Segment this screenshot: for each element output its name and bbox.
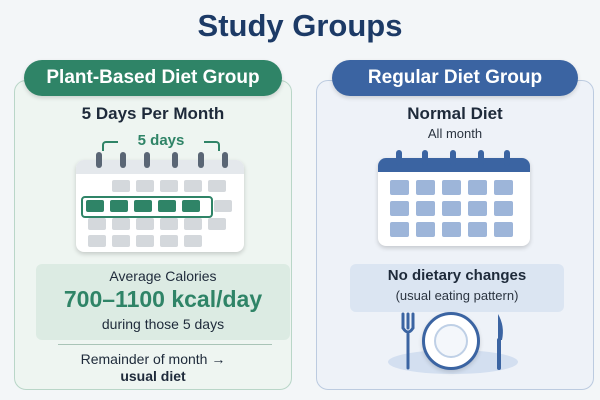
diet-days-highlight (81, 196, 213, 218)
calendar-day (112, 235, 130, 247)
calendar-icon (76, 152, 244, 252)
calendar-day (136, 180, 154, 192)
calendar-day (88, 235, 106, 247)
calendar-day (468, 180, 487, 195)
calendar-day (184, 235, 202, 247)
calendar-ring (422, 150, 428, 166)
calendar-ring (172, 152, 178, 168)
calendar-ring (96, 152, 102, 168)
calendar-day (184, 180, 202, 192)
days-label: 5 days (118, 132, 204, 149)
fork-icon (401, 312, 415, 370)
calendar-day (416, 222, 435, 237)
calendar-ring (222, 152, 228, 168)
calendar-day-diet (110, 200, 128, 212)
calendar-day (494, 201, 513, 216)
calendar-ring (396, 150, 402, 166)
calendar-day (184, 218, 202, 230)
plate-inner (434, 324, 468, 358)
calendar-ring (198, 152, 204, 168)
calorie-value: 700–1100 kcal/day (63, 286, 263, 312)
calendar-day (160, 218, 178, 230)
calendar-day (468, 201, 487, 216)
calendar-day (88, 218, 106, 230)
calendar-day-diet (182, 200, 200, 212)
no-change-heading: No dietary changes (387, 267, 527, 284)
calendar-day (136, 235, 154, 247)
regular-group-label: Regular Diet Group (332, 60, 578, 96)
calendar-ring (120, 152, 126, 168)
calendar-day-diet (86, 200, 104, 212)
remainder-diet: usual diet (120, 368, 186, 384)
regular-duration: All month (427, 126, 483, 141)
calendar-day (390, 222, 409, 237)
calendar-day (208, 218, 226, 230)
calendar-day (442, 222, 461, 237)
calendar-day (442, 180, 461, 195)
calendar-day (160, 235, 178, 247)
no-change-box (350, 264, 564, 312)
no-change-note: (usual eating pattern) (395, 288, 519, 303)
calendar-ring (144, 152, 150, 168)
calendar-day (390, 201, 409, 216)
calendar-ring (504, 150, 510, 166)
knife-icon (497, 314, 503, 370)
plate-icon (422, 312, 480, 370)
page-title: Study Groups (197, 8, 403, 43)
calendar-day (416, 201, 435, 216)
calendar-ring (478, 150, 484, 166)
calendar-day (112, 180, 130, 192)
plant-based-group-label: Plant-Based Diet Group (24, 60, 282, 96)
calendar-day (416, 180, 435, 195)
calendar-icon (378, 150, 530, 246)
calorie-box (36, 264, 290, 340)
calendar-day-diet (158, 200, 176, 212)
calorie-heading: Average Calories (109, 268, 217, 284)
regular-diet-heading: Normal Diet (407, 104, 503, 123)
calendar-day (160, 180, 178, 192)
calendar-day (468, 222, 487, 237)
plant-frequency: 5 Days Per Month (81, 104, 225, 123)
calendar-day (390, 180, 409, 195)
calendar-day (208, 180, 226, 192)
calendar-day-diet (134, 200, 152, 212)
calendar-day (494, 222, 513, 237)
calendar-ring (450, 150, 456, 166)
calendar-day (494, 180, 513, 195)
divider (58, 344, 272, 345)
calendar-day (214, 200, 232, 212)
calendar-day (112, 218, 130, 230)
remainder-text: Remainder of month → (80, 351, 226, 367)
calendar-day (442, 201, 461, 216)
calendar-day (136, 218, 154, 230)
calorie-note: during those 5 days (101, 316, 225, 332)
